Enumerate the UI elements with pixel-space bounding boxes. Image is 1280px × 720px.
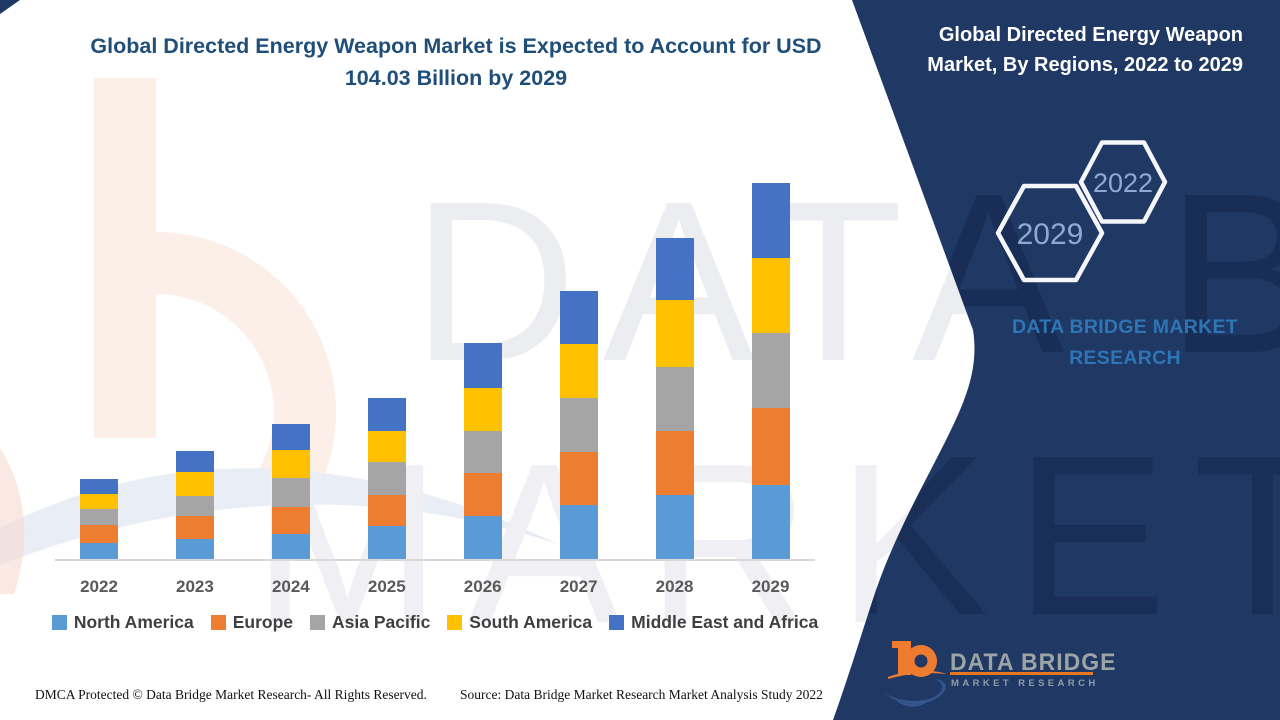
footer-source: Source: Data Bridge Market Research Mark… bbox=[460, 687, 823, 702]
bar-segment-south-america-2027 bbox=[559, 343, 598, 398]
legend-item-north-america: North America bbox=[51, 612, 194, 633]
hexagon-group bbox=[995, 140, 1168, 283]
bar-segment-south-america-2022 bbox=[80, 493, 118, 510]
bar-segment-south-america-2025 bbox=[367, 431, 406, 463]
bar-segment-south-america-2023 bbox=[175, 472, 214, 496]
bar-segment-europe-2029 bbox=[751, 407, 790, 485]
corner-accent bbox=[0, 0, 20, 14]
x-axis-label-2023: 2023 bbox=[176, 577, 214, 596]
bar-segment-europe-2026 bbox=[463, 473, 502, 516]
watermark-swoosh bbox=[0, 468, 560, 565]
bar-segment-north-america-2023 bbox=[175, 538, 214, 559]
chart-title-line1: Global Directed Energy Weapon Market is … bbox=[90, 34, 822, 58]
x-axis-label-2025: 2025 bbox=[367, 577, 406, 596]
logo-name-underline bbox=[950, 672, 1093, 675]
bar-segment-europe-2022 bbox=[80, 524, 118, 544]
bar-segment-south-america-2029 bbox=[751, 257, 790, 334]
bar-segment-middle-east-and-africa-2023 bbox=[175, 450, 214, 473]
bar-segment-middle-east-and-africa-2026 bbox=[463, 343, 502, 389]
legend-swatch-asia-pacific bbox=[310, 615, 326, 630]
legend-swatch-north-america bbox=[51, 615, 67, 630]
x-axis-label-2027: 2027 bbox=[559, 577, 598, 596]
panel-heading: Global Directed Energy Weapon Market, By… bbox=[927, 24, 1243, 76]
legend-swatch-south-america bbox=[447, 615, 463, 630]
legend: North America Europe Asia Pacific South Ame… bbox=[40, 612, 830, 633]
legend-swatch-europe bbox=[210, 615, 226, 630]
bar-segment-europe-2028 bbox=[655, 430, 694, 495]
legend-label-middle-east-and-africa: Middle East and Africa bbox=[631, 612, 819, 632]
bar-segment-asia-pacific-2023 bbox=[175, 495, 214, 516]
legend-label-north-america: North America bbox=[73, 612, 194, 632]
logo-b-serif bbox=[892, 641, 902, 648]
footer-dmca: DMCA Protected © Data Bridge Market Rese… bbox=[35, 687, 427, 702]
bar-segment-asia-pacific-2025 bbox=[367, 462, 406, 495]
brand-text: DATA BRIDGE MARKET RESEARCH bbox=[1011, 316, 1239, 369]
legend-item-south-america: South America bbox=[447, 612, 592, 633]
bar-segment-asia-pacific-2028 bbox=[655, 366, 694, 431]
x-axis-label-2029: 2029 bbox=[751, 577, 790, 596]
bar-segment-north-america-2024 bbox=[271, 534, 310, 559]
legend-label-south-america: South America bbox=[469, 612, 593, 632]
x-axis-label-2024: 2024 bbox=[271, 577, 310, 596]
watermark-red-arc bbox=[0, 448, 25, 594]
plot-area: 2022 2023 2024 2025 2026 2027 2028 2029 bbox=[80, 183, 790, 596]
bar-segment-north-america-2028 bbox=[655, 494, 694, 559]
x-axis-label-2028: 2028 bbox=[655, 577, 694, 596]
logo-swoosh-blue bbox=[884, 679, 946, 704]
bar-segment-north-america-2027 bbox=[559, 504, 598, 559]
dbmr-logo-icon bbox=[884, 641, 947, 707]
chart-title-line2: 104.03 Billion by 2029 bbox=[344, 66, 568, 90]
logo-name: DATA BRIDGE bbox=[950, 648, 1117, 676]
bar-segment-north-america-2022 bbox=[80, 543, 118, 559]
legend-item-middle-east-and-africa: Middle East and Africa bbox=[609, 612, 818, 633]
bar-segment-middle-east-and-africa-2025 bbox=[367, 398, 406, 432]
bar-segment-middle-east-and-africa-2029 bbox=[751, 183, 790, 258]
legend-item-europe: Europe bbox=[210, 612, 294, 633]
bar-segment-asia-pacific-2027 bbox=[559, 397, 598, 452]
logo-b-bowl-hole bbox=[914, 654, 928, 668]
bar-segment-north-america-2025 bbox=[367, 526, 406, 559]
x-axis-label-2022: 2022 bbox=[80, 577, 118, 596]
bar-segment-europe-2027 bbox=[559, 451, 598, 505]
bar-segment-middle-east-and-africa-2028 bbox=[655, 237, 694, 301]
x-axis-line bbox=[55, 559, 815, 561]
hexagon-2029-label: 2029 bbox=[1017, 218, 1084, 251]
logo-underline-swoosh bbox=[888, 670, 947, 679]
bar-segment-north-america-2029 bbox=[751, 484, 790, 559]
bar-segment-asia-pacific-2029 bbox=[751, 333, 790, 408]
watermark-b-stem bbox=[94, 78, 156, 438]
bar-segment-europe-2024 bbox=[271, 506, 310, 535]
bar-segment-asia-pacific-2024 bbox=[271, 478, 310, 507]
bar-segment-middle-east-and-africa-2024 bbox=[271, 423, 310, 450]
chart-title: Global Directed Energy Weapon Market is … bbox=[0, 30, 912, 94]
right-panel-shape bbox=[833, 0, 1280, 720]
bar-segment-south-america-2024 bbox=[271, 449, 310, 479]
bar-segment-south-america-2026 bbox=[463, 388, 502, 431]
hexagon-2022-label: 2022 bbox=[1093, 168, 1153, 198]
legend-item-asia-pacific: Asia Pacific bbox=[310, 612, 430, 633]
x-axis-label-2026: 2026 bbox=[463, 577, 502, 596]
bar-segment-middle-east-and-africa-2022 bbox=[80, 478, 118, 494]
bar-segment-south-america-2028 bbox=[655, 300, 694, 367]
hexagon-2022 bbox=[1078, 140, 1168, 224]
bar-segment-europe-2023 bbox=[175, 515, 214, 539]
bar-segment-asia-pacific-2026 bbox=[463, 430, 502, 474]
legend-label-europe: Europe bbox=[232, 612, 294, 632]
legend-swatch-middle-east-and-africa bbox=[609, 615, 625, 630]
logo-tagline: MARKET RESEARCH bbox=[951, 678, 1099, 689]
bar-segment-middle-east-and-africa-2027 bbox=[559, 291, 598, 344]
bar-segment-north-america-2026 bbox=[463, 515, 502, 559]
bar-segment-asia-pacific-2022 bbox=[80, 509, 118, 525]
bar-segment-europe-2025 bbox=[367, 495, 406, 527]
legend-label-asia-pacific: Asia Pacific bbox=[332, 612, 431, 632]
logo-swoosh-blue2 bbox=[896, 699, 930, 707]
hexagon-2029 bbox=[995, 183, 1105, 283]
